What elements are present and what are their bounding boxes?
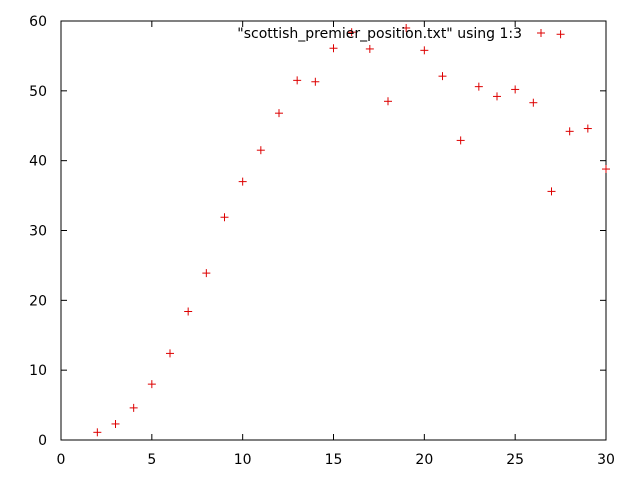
y-tick-label: 50 [29, 84, 47, 100]
data-point [547, 187, 556, 196]
data-point [311, 77, 320, 86]
legend-label: "scottish_premier_position.txt" using 1:… [237, 26, 522, 42]
data-point [474, 82, 483, 91]
x-tick-label: 30 [597, 452, 615, 468]
data-points [93, 23, 610, 437]
data-point [438, 72, 447, 81]
data-point [420, 46, 429, 55]
data-point [493, 92, 501, 101]
data-point [293, 76, 302, 85]
data-point [365, 44, 374, 53]
axis-ticks [60, 20, 607, 441]
axis-tick-labels: 0 5 10 15 20 25 30 0 10 20 30 40 50 60 [29, 14, 615, 468]
data-point [93, 428, 102, 437]
data-point [347, 28, 356, 37]
y-tick-label: 0 [38, 433, 47, 449]
legend: "scottish_premier_position.txt" using 1:… [237, 26, 545, 42]
x-tick-label: 15 [325, 452, 343, 468]
data-point [565, 127, 574, 136]
data-point [456, 136, 465, 145]
y-tick-label: 40 [29, 154, 47, 170]
y-tick-label: 10 [29, 363, 47, 379]
x-tick-label: 10 [234, 452, 252, 468]
x-tick-label: 0 [57, 452, 66, 468]
y-tick-label: 60 [29, 14, 47, 30]
data-point [220, 213, 229, 222]
plot-border [60, 20, 607, 441]
data-point [329, 44, 338, 53]
data-point [275, 109, 283, 118]
data-point [402, 23, 411, 32]
x-tick-label: 20 [415, 452, 433, 468]
data-point [583, 124, 592, 133]
data-point [529, 98, 538, 107]
data-point [166, 349, 174, 358]
plot-frame [60, 20, 607, 441]
data-point [147, 380, 156, 389]
x-tick-label: 5 [147, 452, 156, 468]
data-point [256, 146, 265, 155]
data-point [111, 419, 120, 428]
data-point [384, 97, 392, 106]
data-point [238, 177, 247, 186]
y-tick-label: 30 [29, 224, 47, 240]
data-point [129, 403, 138, 412]
data-point [602, 165, 610, 174]
x-tick-label: 25 [506, 452, 524, 468]
data-point [511, 85, 520, 94]
y-tick-label: 20 [29, 293, 47, 309]
data-point [202, 269, 211, 278]
data-point [184, 307, 193, 316]
data-point [556, 30, 565, 39]
